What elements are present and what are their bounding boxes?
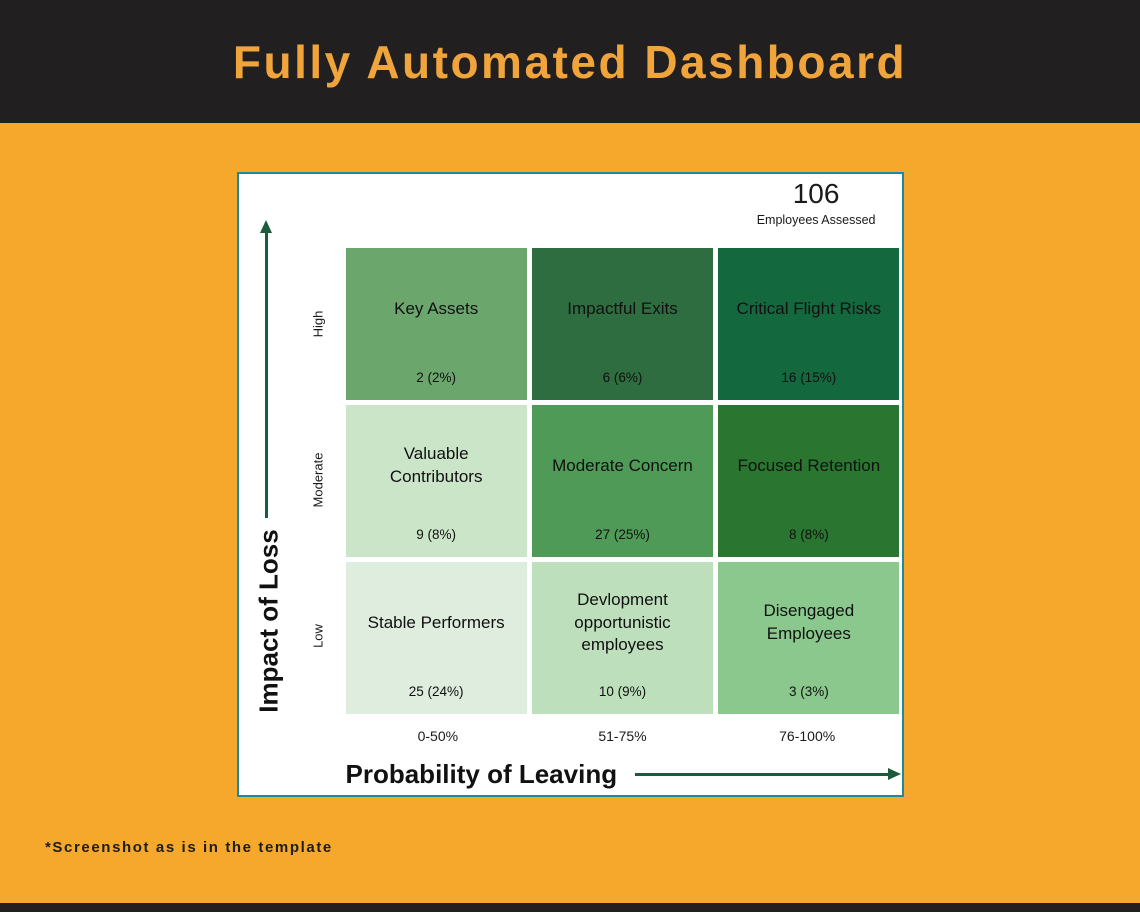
cell-value: 16 (15%) [781, 370, 837, 385]
cell-title: Devlopment opportunistic employees [574, 589, 671, 655]
matrix-cell-critical-flight-risks: Critical Flight Risks 16 (15%) [718, 248, 900, 400]
dashboard-background: 106 Employees Assessed Impact of Loss Hi… [0, 123, 1140, 903]
cell-title: Valuable Contributors [389, 444, 483, 486]
cell-value: 9 (8%) [416, 527, 457, 542]
cell-value: 3 (3%) [788, 684, 829, 699]
cell-title: Key Assets [394, 298, 479, 318]
x-axis-tick-0-50: 0-50% [417, 728, 459, 744]
cell-value: 6 (6%) [602, 370, 643, 385]
y-axis-tick-low: Low [310, 624, 325, 648]
y-axis-label: Impact of Loss [253, 529, 283, 713]
matrix-cell-moderate-concern: Moderate Concern 27 (25%) [531, 405, 714, 557]
cell-value: 10 (9%) [598, 684, 647, 699]
header-bar: Fully Automated Dashboard [0, 0, 1140, 123]
matrix-cell-stable-performers: Stable Performers 25 (24%) [345, 562, 527, 714]
y-axis-tick-moderate: Moderate [310, 452, 325, 508]
matrix-cell-impactful-exits: Impactful Exits 6 (6%) [531, 248, 714, 400]
matrix-cell-focused-retention: Focused Retention 8 (8%) [718, 405, 900, 557]
cell-title: Focused Retention [737, 455, 881, 475]
cell-value: 25 (24%) [408, 684, 464, 699]
nine-box-matrix-card: 106 Employees Assessed Impact of Loss Hi… [236, 172, 904, 797]
bottom-strip [0, 903, 1140, 912]
cell-value: 27 (25%) [595, 527, 650, 542]
page-title: Fully Automated Dashboard [232, 35, 908, 88]
cell-value: 2 (2%) [416, 370, 457, 385]
x-axis-ticks: 0-50% 51-75% 76-100% [346, 728, 900, 744]
nine-box-grid: Key Assets 2 (2%) Impactful Exits 6 (6%)… [345, 248, 900, 714]
y-axis-tick-high: High [310, 310, 325, 338]
matrix-cell-valuable-contributors: Valuable Contributors 9 (8%) [345, 405, 527, 557]
cell-title: Disengaged Employees [763, 601, 855, 643]
cell-title: Impactful Exits [567, 298, 678, 318]
cell-title: Critical Flight Risks [736, 298, 882, 318]
footnote: *Screenshot as is in the template [45, 839, 333, 856]
x-axis-tick-76-100: 76-100% [779, 728, 836, 744]
matrix-cell-development-opportunistic-employees: Devlopment opportunistic employees 10 (9… [531, 562, 714, 714]
x-axis-arrow-icon [635, 767, 901, 780]
x-axis-label: Probability of Leaving [345, 758, 618, 789]
employees-assessed-count: 106 [792, 178, 840, 209]
employees-assessed-summary: 106 Employees Assessed [757, 178, 876, 227]
matrix-cell-key-assets: Key Assets 2 (2%) [345, 248, 527, 400]
x-axis: Probability of Leaving [346, 754, 902, 794]
cell-title: Moderate Concern [552, 455, 693, 475]
matrix-cell-disengaged-employees: Disengaged Employees 3 (3%) [718, 562, 900, 714]
y-axis-arrow-icon [259, 220, 272, 518]
employees-assessed-label: Employees Assessed [756, 213, 876, 227]
cell-title: Stable Performers [367, 612, 505, 632]
x-axis-tick-51-75: 51-75% [598, 728, 647, 744]
cell-value: 8 (8%) [788, 527, 829, 542]
